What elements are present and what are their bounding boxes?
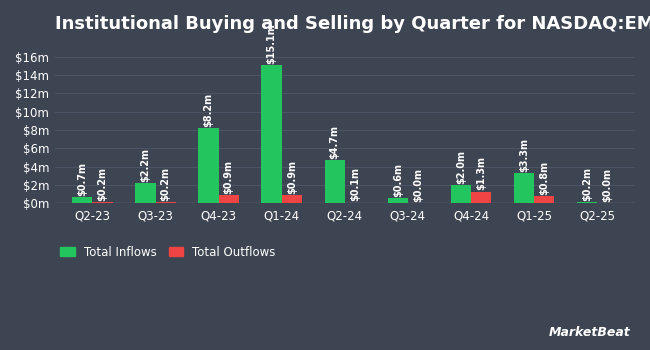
Text: $0.0m: $0.0m [413, 168, 423, 202]
Bar [218, 195, 239, 203]
Text: $0.7m: $0.7m [77, 162, 87, 196]
Bar [92, 202, 112, 203]
Bar [261, 65, 281, 203]
Bar [514, 173, 534, 203]
Text: $0.2m: $0.2m [161, 167, 170, 201]
Bar [72, 197, 92, 203]
Text: $0.9m: $0.9m [224, 160, 234, 194]
Text: $15.1m: $15.1m [266, 23, 277, 64]
Text: $2.0m: $2.0m [456, 150, 466, 184]
Text: $0.8m: $0.8m [539, 161, 549, 195]
Text: $0.2m: $0.2m [98, 167, 107, 201]
Text: $4.7m: $4.7m [330, 125, 340, 159]
Text: Institutional Buying and Selling by Quarter for NASDAQ:EMXF: Institutional Buying and Selling by Quar… [55, 15, 650, 33]
Bar [155, 202, 176, 203]
Text: $8.2m: $8.2m [203, 93, 213, 127]
Text: $0.9m: $0.9m [287, 160, 297, 194]
Bar [135, 183, 155, 203]
Bar [198, 128, 218, 203]
Legend: Total Inflows, Total Outflows: Total Inflows, Total Outflows [60, 246, 276, 259]
Text: $0.0m: $0.0m [603, 168, 612, 202]
Text: $3.3m: $3.3m [519, 138, 529, 172]
Bar [387, 198, 408, 203]
Bar [450, 185, 471, 203]
Text: $0.6m: $0.6m [393, 163, 403, 197]
Text: $2.2m: $2.2m [140, 148, 150, 182]
Bar [324, 160, 345, 203]
Text: $0.1m: $0.1m [350, 167, 360, 202]
Bar [534, 196, 554, 203]
Bar [471, 191, 491, 203]
Text: $1.3m: $1.3m [476, 156, 486, 190]
Bar [281, 195, 302, 203]
Bar [577, 202, 597, 203]
Text: MarketBeat: MarketBeat [549, 327, 630, 340]
Text: $0.2m: $0.2m [582, 167, 592, 201]
